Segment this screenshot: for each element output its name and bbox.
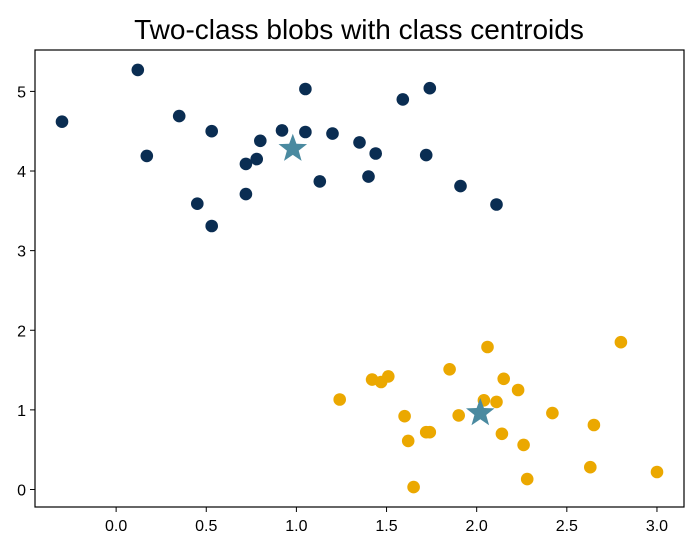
- data-point-class-2: [407, 480, 420, 494]
- data-point-class-2: [481, 340, 494, 354]
- data-point-class-1: [396, 93, 410, 106]
- data-point-class-1: [353, 136, 366, 149]
- data-point-class-1: [55, 115, 69, 128]
- data-point-class-1: [239, 157, 253, 171]
- x-tick-label: 3.0: [646, 518, 668, 535]
- data-point-class-1: [239, 187, 253, 201]
- data-point-class-1: [191, 197, 204, 210]
- y-tick-label: 2: [17, 323, 26, 340]
- data-point-class-2: [443, 363, 456, 376]
- data-point-class-1: [369, 147, 383, 160]
- y-tick-label: 0: [17, 482, 26, 499]
- data-point-class-1: [205, 219, 218, 233]
- x-tick-label: 2.5: [556, 518, 578, 535]
- data-point-class-2: [452, 409, 466, 422]
- data-point-class-1: [253, 134, 267, 148]
- data-point-class-1: [140, 149, 154, 163]
- axes-frame: [34, 49, 685, 508]
- data-point-class-1: [326, 127, 339, 140]
- data-point-class-2: [584, 460, 597, 474]
- data-point-class-2: [333, 393, 347, 406]
- data-point-class-1: [423, 81, 437, 95]
- centroid-star-marker: [466, 398, 495, 426]
- data-point-class-1: [275, 124, 289, 137]
- data-point-class-1: [490, 198, 503, 211]
- data-point-class-2: [401, 434, 415, 448]
- data-point-class-2: [511, 383, 525, 397]
- data-point-class-1: [299, 125, 312, 139]
- data-point-class-2: [587, 418, 601, 432]
- data-point-class-1: [131, 63, 145, 77]
- y-tick-label: 3: [17, 244, 26, 261]
- y-tick-label: 4: [17, 164, 26, 181]
- data-point-class-1: [362, 170, 375, 183]
- data-point-class-1: [250, 152, 263, 166]
- x-tick-label: 1.5: [375, 518, 397, 535]
- centroid-star-marker: [278, 133, 308, 161]
- data-point-class-2: [614, 335, 628, 349]
- data-point-class-1: [454, 179, 467, 193]
- x-tick-label: 0.5: [195, 518, 217, 535]
- x-tick-label: 0.0: [105, 518, 127, 535]
- data-point-class-2: [398, 409, 411, 423]
- data-point-class-2: [520, 472, 534, 486]
- data-point-class-1: [419, 148, 433, 162]
- data-point-class-1: [205, 124, 218, 138]
- data-point-class-2: [546, 406, 559, 420]
- x-tick-label: 1.0: [285, 518, 307, 535]
- chart-title: Two-class blobs with class centroids: [134, 14, 584, 45]
- plot-area: [55, 63, 664, 494]
- data-point-class-2: [495, 427, 509, 441]
- data-point-class-1: [313, 175, 327, 188]
- data-point-class-1: [299, 82, 312, 96]
- data-point-class-2: [497, 372, 511, 386]
- data-point-class-1: [172, 109, 186, 123]
- data-point-class-2: [490, 395, 503, 409]
- data-point-class-2: [382, 370, 395, 383]
- data-point-class-2: [517, 438, 530, 452]
- axis-ticks: 0.0 0.5 1.0 1.5 2.0 2.5 3.0 0 1 2 3 4 5: [17, 49, 685, 535]
- x-tick-label: 2.0: [466, 518, 488, 535]
- data-point-class-2: [650, 465, 664, 479]
- y-tick-label: 1: [17, 403, 26, 420]
- data-point-class-2: [423, 425, 437, 439]
- y-tick-label: 5: [17, 84, 26, 101]
